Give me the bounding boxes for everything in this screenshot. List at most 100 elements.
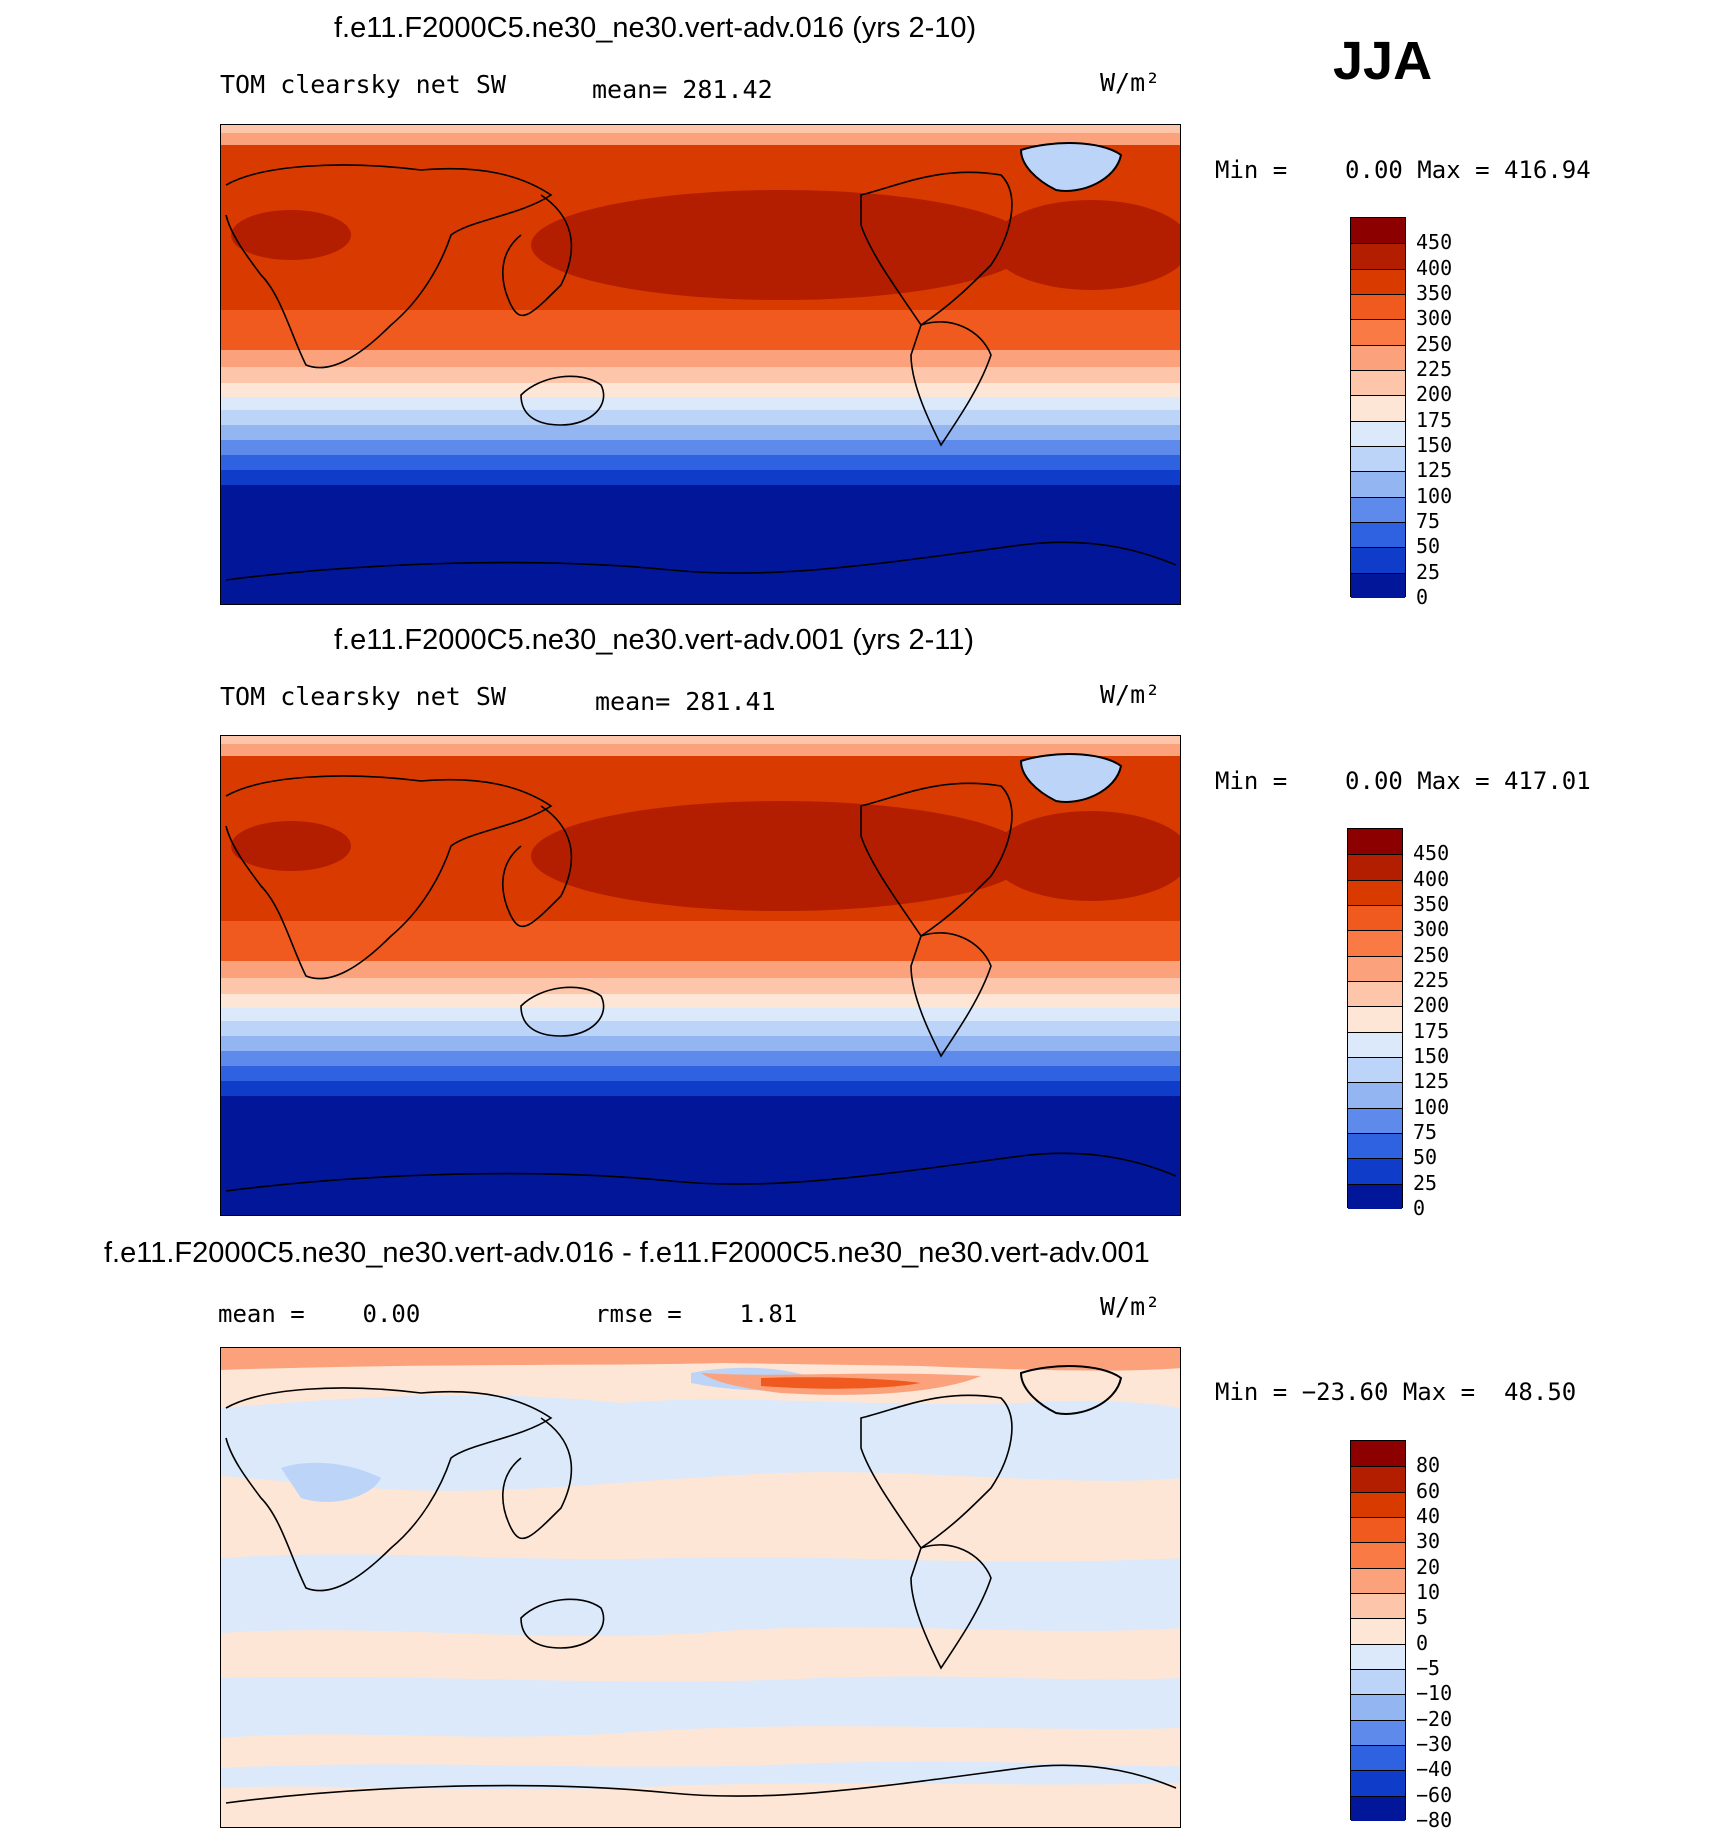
colorbar-tick-label: 40 <box>1416 1504 1441 1528</box>
colorbar-tick-label: 25 <box>1413 1170 1438 1195</box>
colorbar-tick-label: 25 <box>1416 559 1441 584</box>
colorbar-swatch <box>1351 1593 1405 1619</box>
colorbar <box>1350 217 1406 598</box>
colorbar-tick-label: 30 <box>1416 1529 1441 1554</box>
colorbar-swatch <box>1351 1542 1405 1568</box>
colorbar-swatch <box>1348 829 1402 855</box>
units-label: W/m² <box>1100 68 1161 97</box>
colorbar-tick-label: −10 <box>1416 1681 1453 1706</box>
colorbar-swatch <box>1351 268 1405 294</box>
colorbar-tick-label: 50 <box>1413 1145 1438 1170</box>
colorbar-tick-label: 350 <box>1416 281 1453 305</box>
colorbar-tick-label: 200 <box>1413 993 1450 1018</box>
colorbar-swatch <box>1348 1183 1402 1209</box>
colorbar-swatch <box>1348 1158 1402 1184</box>
colorbar-swatch <box>1351 1567 1405 1593</box>
colorbar-tick-label: −40 <box>1416 1757 1453 1782</box>
colorbar-tick-label: 350 <box>1413 892 1450 916</box>
colorbar-swatch <box>1351 420 1405 446</box>
colorbar-swatch <box>1348 879 1402 905</box>
colorbar-tick-label: −5 <box>1416 1656 1441 1680</box>
colorbar-tick-label: 150 <box>1413 1044 1450 1068</box>
mean-label: mean= 281.41 <box>595 687 776 716</box>
colorbar-swatch <box>1351 1491 1405 1517</box>
colorbar-swatch <box>1348 955 1402 981</box>
panel-title: f.e11.F2000C5.ne30_ne30.vert-adv.016 - f… <box>104 1237 1150 1269</box>
panel-title: f.e11.F2000C5.ne30_ne30.vert-adv.016 (yr… <box>334 12 977 44</box>
map-panel <box>220 124 1181 605</box>
colorbar <box>1350 1440 1406 1821</box>
colorbar-swatch <box>1348 905 1402 931</box>
colorbar-tick-label: 250 <box>1413 942 1450 967</box>
sw-field-map <box>221 125 1180 604</box>
colorbar-tick-label: 20 <box>1416 1554 1441 1579</box>
colorbar-tick-label: 5 <box>1416 1605 1429 1630</box>
units-label: W/m² <box>1100 680 1161 709</box>
colorbar-swatch <box>1351 496 1405 522</box>
colorbar-tick-label: −60 <box>1416 1782 1453 1807</box>
colorbar-swatch <box>1351 1643 1405 1669</box>
colorbar-tick-label: 300 <box>1416 306 1453 331</box>
colorbar-swatch <box>1348 1082 1402 1108</box>
colorbar <box>1347 828 1403 1209</box>
colorbar-tick-label: 100 <box>1413 1094 1450 1119</box>
minmax-label: Min = 0.00 Max = 417.01 <box>1215 767 1591 795</box>
colorbar-swatch <box>1351 319 1405 345</box>
colorbar-tick-label: 250 <box>1416 331 1453 356</box>
colorbar-tick-label: 0 <box>1416 1630 1429 1655</box>
colorbar-swatch <box>1348 1057 1402 1083</box>
colorbar-swatch <box>1351 243 1405 269</box>
minmax-label: Min = −23.60 Max = 48.50 <box>1215 1378 1577 1406</box>
colorbar-tick-label: 125 <box>1413 1069 1450 1094</box>
units-label: W/m² <box>1100 1292 1161 1321</box>
colorbar-tick-label: −20 <box>1416 1706 1453 1731</box>
colorbar-swatch <box>1348 1006 1402 1032</box>
colorbar-swatch <box>1351 471 1405 497</box>
colorbar-tick-label: 150 <box>1416 433 1453 457</box>
colorbar-tick-label: 50 <box>1416 534 1441 559</box>
map-panel <box>220 1347 1181 1828</box>
colorbar-swatch <box>1351 370 1405 396</box>
colorbar-tick-label: 75 <box>1413 1120 1438 1144</box>
colorbar-swatch <box>1351 1466 1405 1492</box>
colorbar-swatch <box>1351 395 1405 421</box>
colorbar-tick-label: 225 <box>1413 968 1450 992</box>
colorbar-swatch <box>1351 446 1405 472</box>
colorbar-swatch <box>1351 1669 1405 1695</box>
colorbar-swatch <box>1351 1795 1405 1821</box>
colorbar-swatch <box>1351 547 1405 573</box>
colorbar-swatch <box>1351 1618 1405 1644</box>
colorbar-tick-label: 125 <box>1416 458 1453 483</box>
colorbar-swatch <box>1351 1745 1405 1771</box>
colorbar-tick-label: 75 <box>1416 509 1441 533</box>
minmax-label: Min = 0.00 Max = 416.94 <box>1215 156 1591 184</box>
colorbar-swatch <box>1351 218 1405 244</box>
sw-field-map <box>221 736 1180 1215</box>
colorbar-swatch <box>1351 1719 1405 1745</box>
panel-title: f.e11.F2000C5.ne30_ne30.vert-adv.001 (yr… <box>334 624 974 656</box>
colorbar-swatch <box>1348 981 1402 1007</box>
colorbar-tick-label: 200 <box>1416 382 1453 407</box>
colorbar-swatch <box>1351 1694 1405 1720</box>
colorbar-tick-label: 80 <box>1416 1453 1441 1478</box>
colorbar-swatch <box>1348 1133 1402 1159</box>
colorbar-swatch <box>1351 1441 1405 1467</box>
rmse-label: rmse = 1.81 <box>595 1300 798 1328</box>
colorbar-tick-label: 450 <box>1416 230 1453 255</box>
variable-label: TOM clearsky net SW <box>220 682 506 711</box>
colorbar-swatch <box>1351 1517 1405 1543</box>
colorbar-swatch <box>1351 522 1405 548</box>
colorbar-tick-label: 450 <box>1413 841 1450 866</box>
colorbar-tick-label: 60 <box>1416 1478 1441 1503</box>
colorbar-tick-label: 100 <box>1416 483 1453 508</box>
colorbar-tick-label: 0 <box>1416 585 1429 609</box>
colorbar-swatch <box>1348 930 1402 956</box>
difference-field-map <box>221 1348 1180 1827</box>
map-panel <box>220 735 1181 1216</box>
colorbar-swatch <box>1351 344 1405 370</box>
colorbar-tick-label: −30 <box>1416 1732 1453 1756</box>
colorbar-tick-label: 175 <box>1413 1018 1450 1043</box>
colorbar-tick-label: 10 <box>1416 1580 1441 1604</box>
colorbar-tick-label: 400 <box>1416 255 1453 280</box>
colorbar-tick-label: −80 <box>1416 1808 1453 1832</box>
